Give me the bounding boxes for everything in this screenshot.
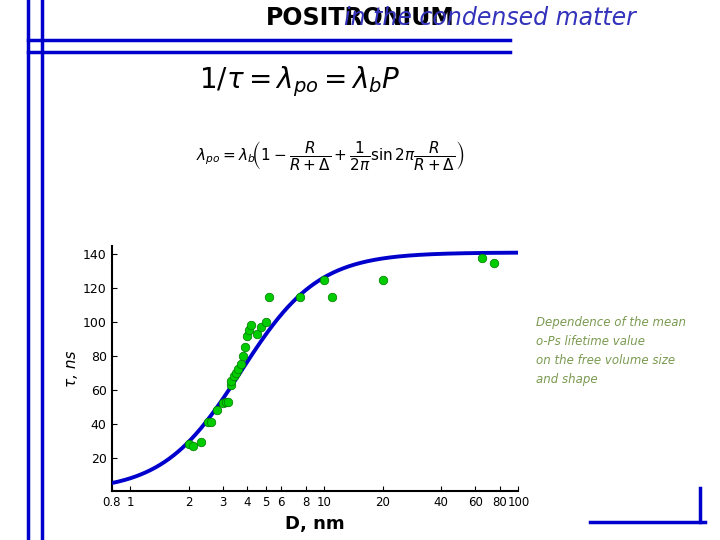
Point [183, 440, 194, 448]
Point [220, 397, 232, 406]
Point [260, 318, 271, 326]
X-axis label: D, nm: D, nm [285, 515, 345, 533]
Point [230, 368, 242, 377]
Point [225, 377, 237, 386]
Point [327, 292, 338, 301]
Text: in the condensed matter: in the condensed matter [344, 6, 636, 30]
Point [235, 360, 246, 369]
Point [205, 417, 217, 426]
Point [264, 292, 275, 301]
Point [294, 292, 306, 301]
Point [202, 417, 213, 426]
Point [488, 258, 500, 267]
X-axis label: V, nm³: V, nm³ [316, 361, 339, 368]
Text: cuboid: cuboid [361, 322, 384, 328]
Text: $1/\tau =\lambda_{po}=\lambda_b P$: $1/\tau =\lambda_{po}=\lambda_b P$ [199, 65, 401, 99]
Point [241, 331, 253, 340]
Text: Dependence of the mean
o-Ps lifetime value
on the free volume size
and shape: Dependence of the mean o-Ps lifetime val… [536, 316, 686, 386]
Point [377, 275, 389, 284]
Text: ell: ell [292, 304, 300, 310]
Text: POSITRONIUM: POSITRONIUM [266, 6, 454, 30]
Text: sph: sph [322, 295, 335, 301]
Point [246, 321, 257, 329]
Text: $\lambda_{po}=\lambda_b\!\left(1-\dfrac{R}{R+\Delta}+\dfrac{1}{2\pi}\sin 2\pi\df: $\lambda_{po}=\lambda_b\!\left(1-\dfrac{… [196, 138, 464, 172]
Point [222, 397, 234, 406]
Point [243, 326, 255, 335]
Point [195, 438, 207, 447]
Point [255, 323, 266, 332]
Point [225, 380, 237, 389]
Point [187, 441, 199, 450]
Y-axis label: τ, ns: τ, ns [63, 350, 78, 387]
Point [233, 365, 244, 374]
Point [477, 253, 488, 262]
Point [251, 329, 263, 338]
Point [212, 406, 223, 414]
Point [217, 399, 229, 408]
Point [228, 372, 239, 381]
Text: cube: cube [361, 312, 377, 318]
Point [237, 352, 248, 360]
Point [319, 275, 330, 284]
Point [239, 343, 251, 352]
